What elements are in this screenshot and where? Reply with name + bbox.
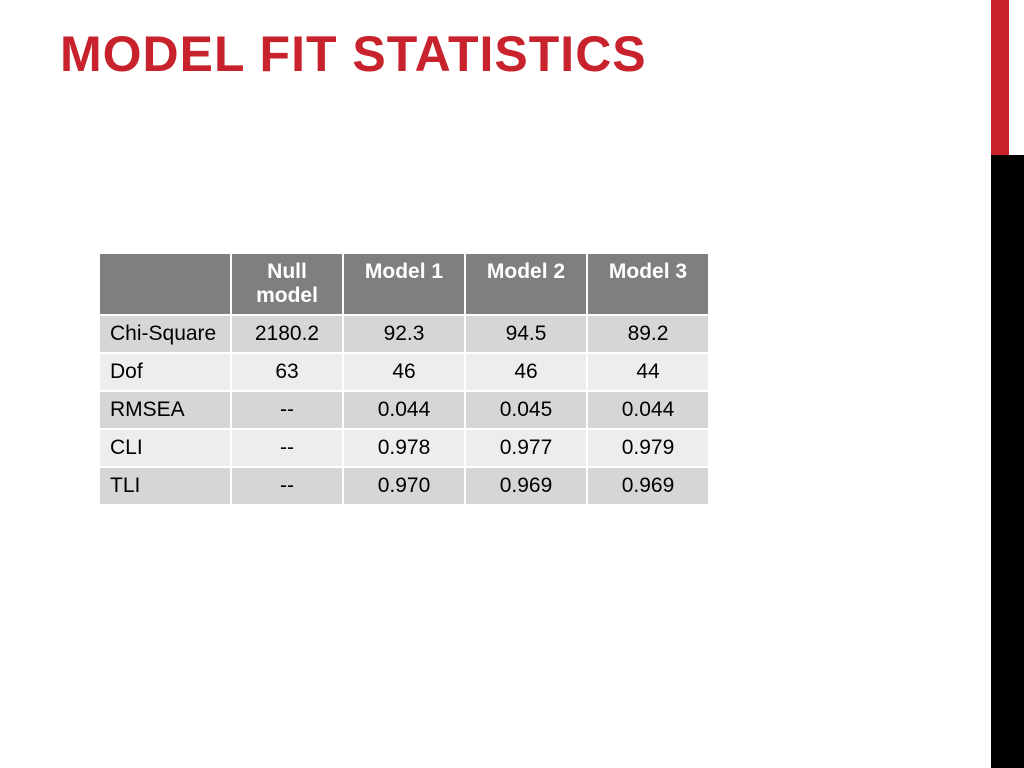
cell: 2180.2 xyxy=(231,315,343,353)
table-header-blank xyxy=(99,253,231,315)
table-row: RMSEA -- 0.044 0.045 0.044 xyxy=(99,391,709,429)
fit-stats-table-container: Null model Model 1 Model 2 Model 3 Chi-S… xyxy=(98,252,710,506)
accent-bar-black xyxy=(991,155,1024,768)
row-label: Dof xyxy=(99,353,231,391)
cell: 0.044 xyxy=(343,391,465,429)
table-row: Dof 63 46 46 44 xyxy=(99,353,709,391)
cell: 92.3 xyxy=(343,315,465,353)
row-label: TLI xyxy=(99,467,231,505)
cell: 44 xyxy=(587,353,709,391)
cell: 0.977 xyxy=(465,429,587,467)
table-header-model2: Model 2 xyxy=(465,253,587,315)
cell: -- xyxy=(231,429,343,467)
table-row: Chi-Square 2180.2 92.3 94.5 89.2 xyxy=(99,315,709,353)
cell: 63 xyxy=(231,353,343,391)
cell: 0.969 xyxy=(587,467,709,505)
cell: 0.969 xyxy=(465,467,587,505)
table-row: TLI -- 0.970 0.969 0.969 xyxy=(99,467,709,505)
table-header-null: Null model xyxy=(231,253,343,315)
row-label: RMSEA xyxy=(99,391,231,429)
cell: 0.044 xyxy=(587,391,709,429)
table-header-row: Null model Model 1 Model 2 Model 3 xyxy=(99,253,709,315)
cell: 0.978 xyxy=(343,429,465,467)
slide-title: MODEL FIT STATISTICS xyxy=(60,28,647,81)
cell: -- xyxy=(231,391,343,429)
row-label: CLI xyxy=(99,429,231,467)
cell: 89.2 xyxy=(587,315,709,353)
row-label: Chi-Square xyxy=(99,315,231,353)
cell: 94.5 xyxy=(465,315,587,353)
cell: 0.979 xyxy=(587,429,709,467)
accent-bar-red xyxy=(991,0,1009,155)
cell: 0.045 xyxy=(465,391,587,429)
fit-stats-table: Null model Model 1 Model 2 Model 3 Chi-S… xyxy=(98,252,710,506)
cell: -- xyxy=(231,467,343,505)
cell: 46 xyxy=(343,353,465,391)
table-row: CLI -- 0.978 0.977 0.979 xyxy=(99,429,709,467)
table-header-model3: Model 3 xyxy=(587,253,709,315)
cell: 46 xyxy=(465,353,587,391)
table-header-model1: Model 1 xyxy=(343,253,465,315)
cell: 0.970 xyxy=(343,467,465,505)
